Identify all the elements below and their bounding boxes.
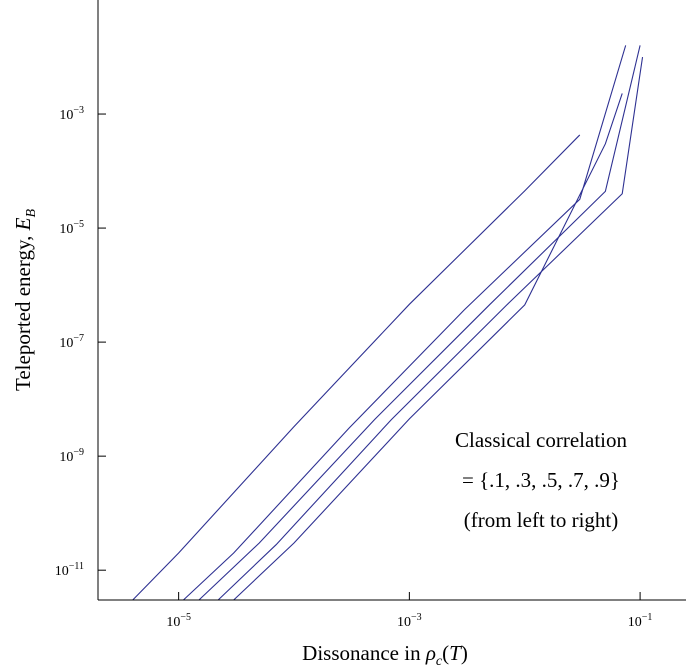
axes-layer [97, 0, 686, 601]
series-line-2 [183, 45, 627, 601]
x-axis-title-open: ( [442, 641, 449, 665]
y-axis-title-main: Teleported energy, [11, 230, 35, 391]
ticks-layer: 10−5 10−3 10−1 10−11 10−9 10−7 10−5 10−3 [55, 105, 653, 630]
y-tick-label: 10−5 [59, 219, 84, 237]
x-axis-title-T: T [449, 641, 462, 665]
x-tick-label: 10−1 [628, 612, 653, 630]
annotation: Classical correlation = {.1, .3, .5, .7,… [455, 428, 628, 532]
annotation-line-1: Classical correlation [455, 428, 628, 452]
x-axis-title: Dissonance in ρc(T) [302, 641, 468, 669]
series-line-1 [132, 134, 581, 601]
y-tick-label: 10−9 [59, 447, 84, 465]
x-tick-label: 10−5 [166, 612, 191, 630]
series-layer [132, 45, 644, 601]
annotation-line-2: = {.1, .3, .5, .7, .9} [462, 468, 620, 492]
y-tick-label: 10−11 [55, 561, 84, 579]
x-axis-title-sub: c [436, 654, 443, 669]
series-line-4 [217, 56, 644, 601]
y-axis-title-sub: B [24, 209, 39, 218]
x-axis-title-main: Dissonance in [302, 641, 426, 665]
x-axis-title-rho: ρ [425, 641, 436, 665]
series-line-3 [198, 45, 641, 601]
annotation-line-3: (from left to right) [464, 508, 619, 532]
y-axis-title: Teleported energy, EB [11, 209, 39, 391]
x-tick-label: 10−3 [397, 612, 422, 630]
y-tick-label: 10−7 [59, 333, 84, 351]
y-tick-label: 10−3 [59, 105, 84, 123]
y-axis-title-E: E [11, 217, 35, 231]
x-axis-title-close: ) [461, 641, 468, 665]
series-line-5 [233, 93, 623, 601]
